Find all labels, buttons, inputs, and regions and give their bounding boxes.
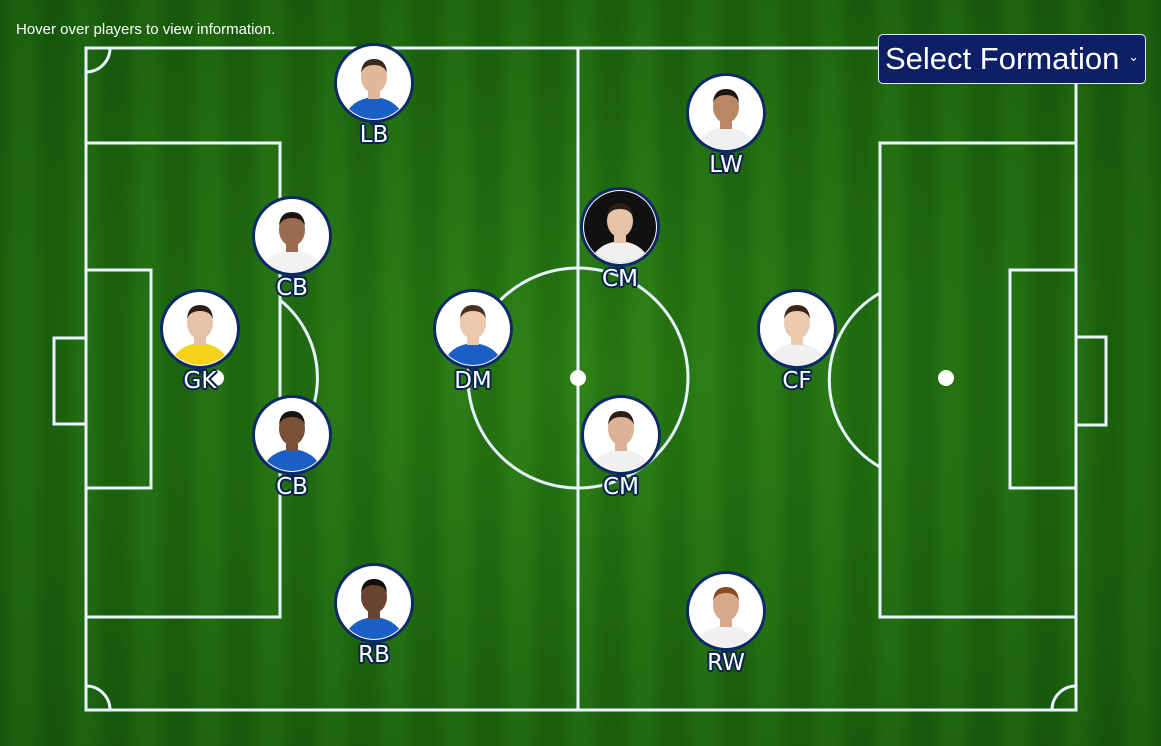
player-marker-right-cb[interactable]: CB — [251, 394, 333, 500]
right-penalty-spot — [938, 370, 954, 386]
player-photo — [761, 293, 833, 365]
player-position-label: LB — [359, 122, 389, 148]
formation-select-label: Select Formation — [885, 41, 1120, 76]
chevron-down-icon: ⌄ — [1128, 49, 1139, 64]
corner-arc-bottom-left — [85, 684, 112, 711]
right-penalty-box — [878, 141, 1078, 619]
player-marker-lb[interactable]: LB — [333, 42, 415, 148]
right-six-yard-box — [1008, 268, 1078, 490]
player-marker-left-cb[interactable]: CB — [251, 195, 333, 301]
player-photo — [338, 567, 410, 639]
player-marker-gk[interactable]: GK — [159, 288, 241, 394]
corner-arc-top-left — [85, 47, 112, 74]
player-position-label: CB — [276, 474, 308, 500]
player-marker-cf[interactable]: CF — [756, 288, 838, 394]
player-marker-left-cm[interactable]: CM — [579, 186, 661, 292]
player-marker-rw[interactable]: RW — [685, 570, 767, 676]
player-photo — [256, 200, 328, 272]
player-position-label: CF — [782, 368, 812, 394]
corner-arc-bottom-right — [1050, 684, 1077, 711]
player-marker-rb[interactable]: RB — [333, 562, 415, 668]
left-penalty-spot — [208, 370, 224, 386]
player-marker-right-cm[interactable]: CM — [580, 394, 662, 500]
player-photo — [437, 293, 509, 365]
player-position-label: RW — [707, 650, 745, 676]
right-penalty-arc — [827, 291, 881, 469]
player-position-label: DM — [454, 368, 492, 394]
player-position-label: GK — [183, 368, 217, 394]
player-position-label: CM — [602, 266, 638, 292]
player-photo — [256, 399, 328, 471]
player-marker-dm[interactable]: DM — [432, 288, 514, 394]
player-photo — [585, 399, 657, 471]
player-photo — [338, 47, 410, 119]
player-marker-lw[interactable]: LW — [685, 72, 767, 178]
left-goal — [52, 336, 88, 426]
player-position-label: CM — [603, 474, 639, 500]
hover-hint-text: Hover over players to view information. — [16, 21, 276, 38]
right-goal — [1074, 335, 1108, 427]
player-photo — [164, 293, 236, 365]
center-spot — [570, 370, 586, 386]
player-photo — [690, 575, 762, 647]
player-position-label: RB — [358, 642, 390, 668]
player-position-label: LW — [709, 152, 743, 178]
formation-select-dropdown[interactable]: Select Formation ⌄ — [878, 34, 1146, 84]
player-photo — [690, 77, 762, 149]
center-circle — [466, 266, 690, 490]
player-position-label: CB — [276, 275, 308, 301]
player-photo — [584, 191, 656, 263]
